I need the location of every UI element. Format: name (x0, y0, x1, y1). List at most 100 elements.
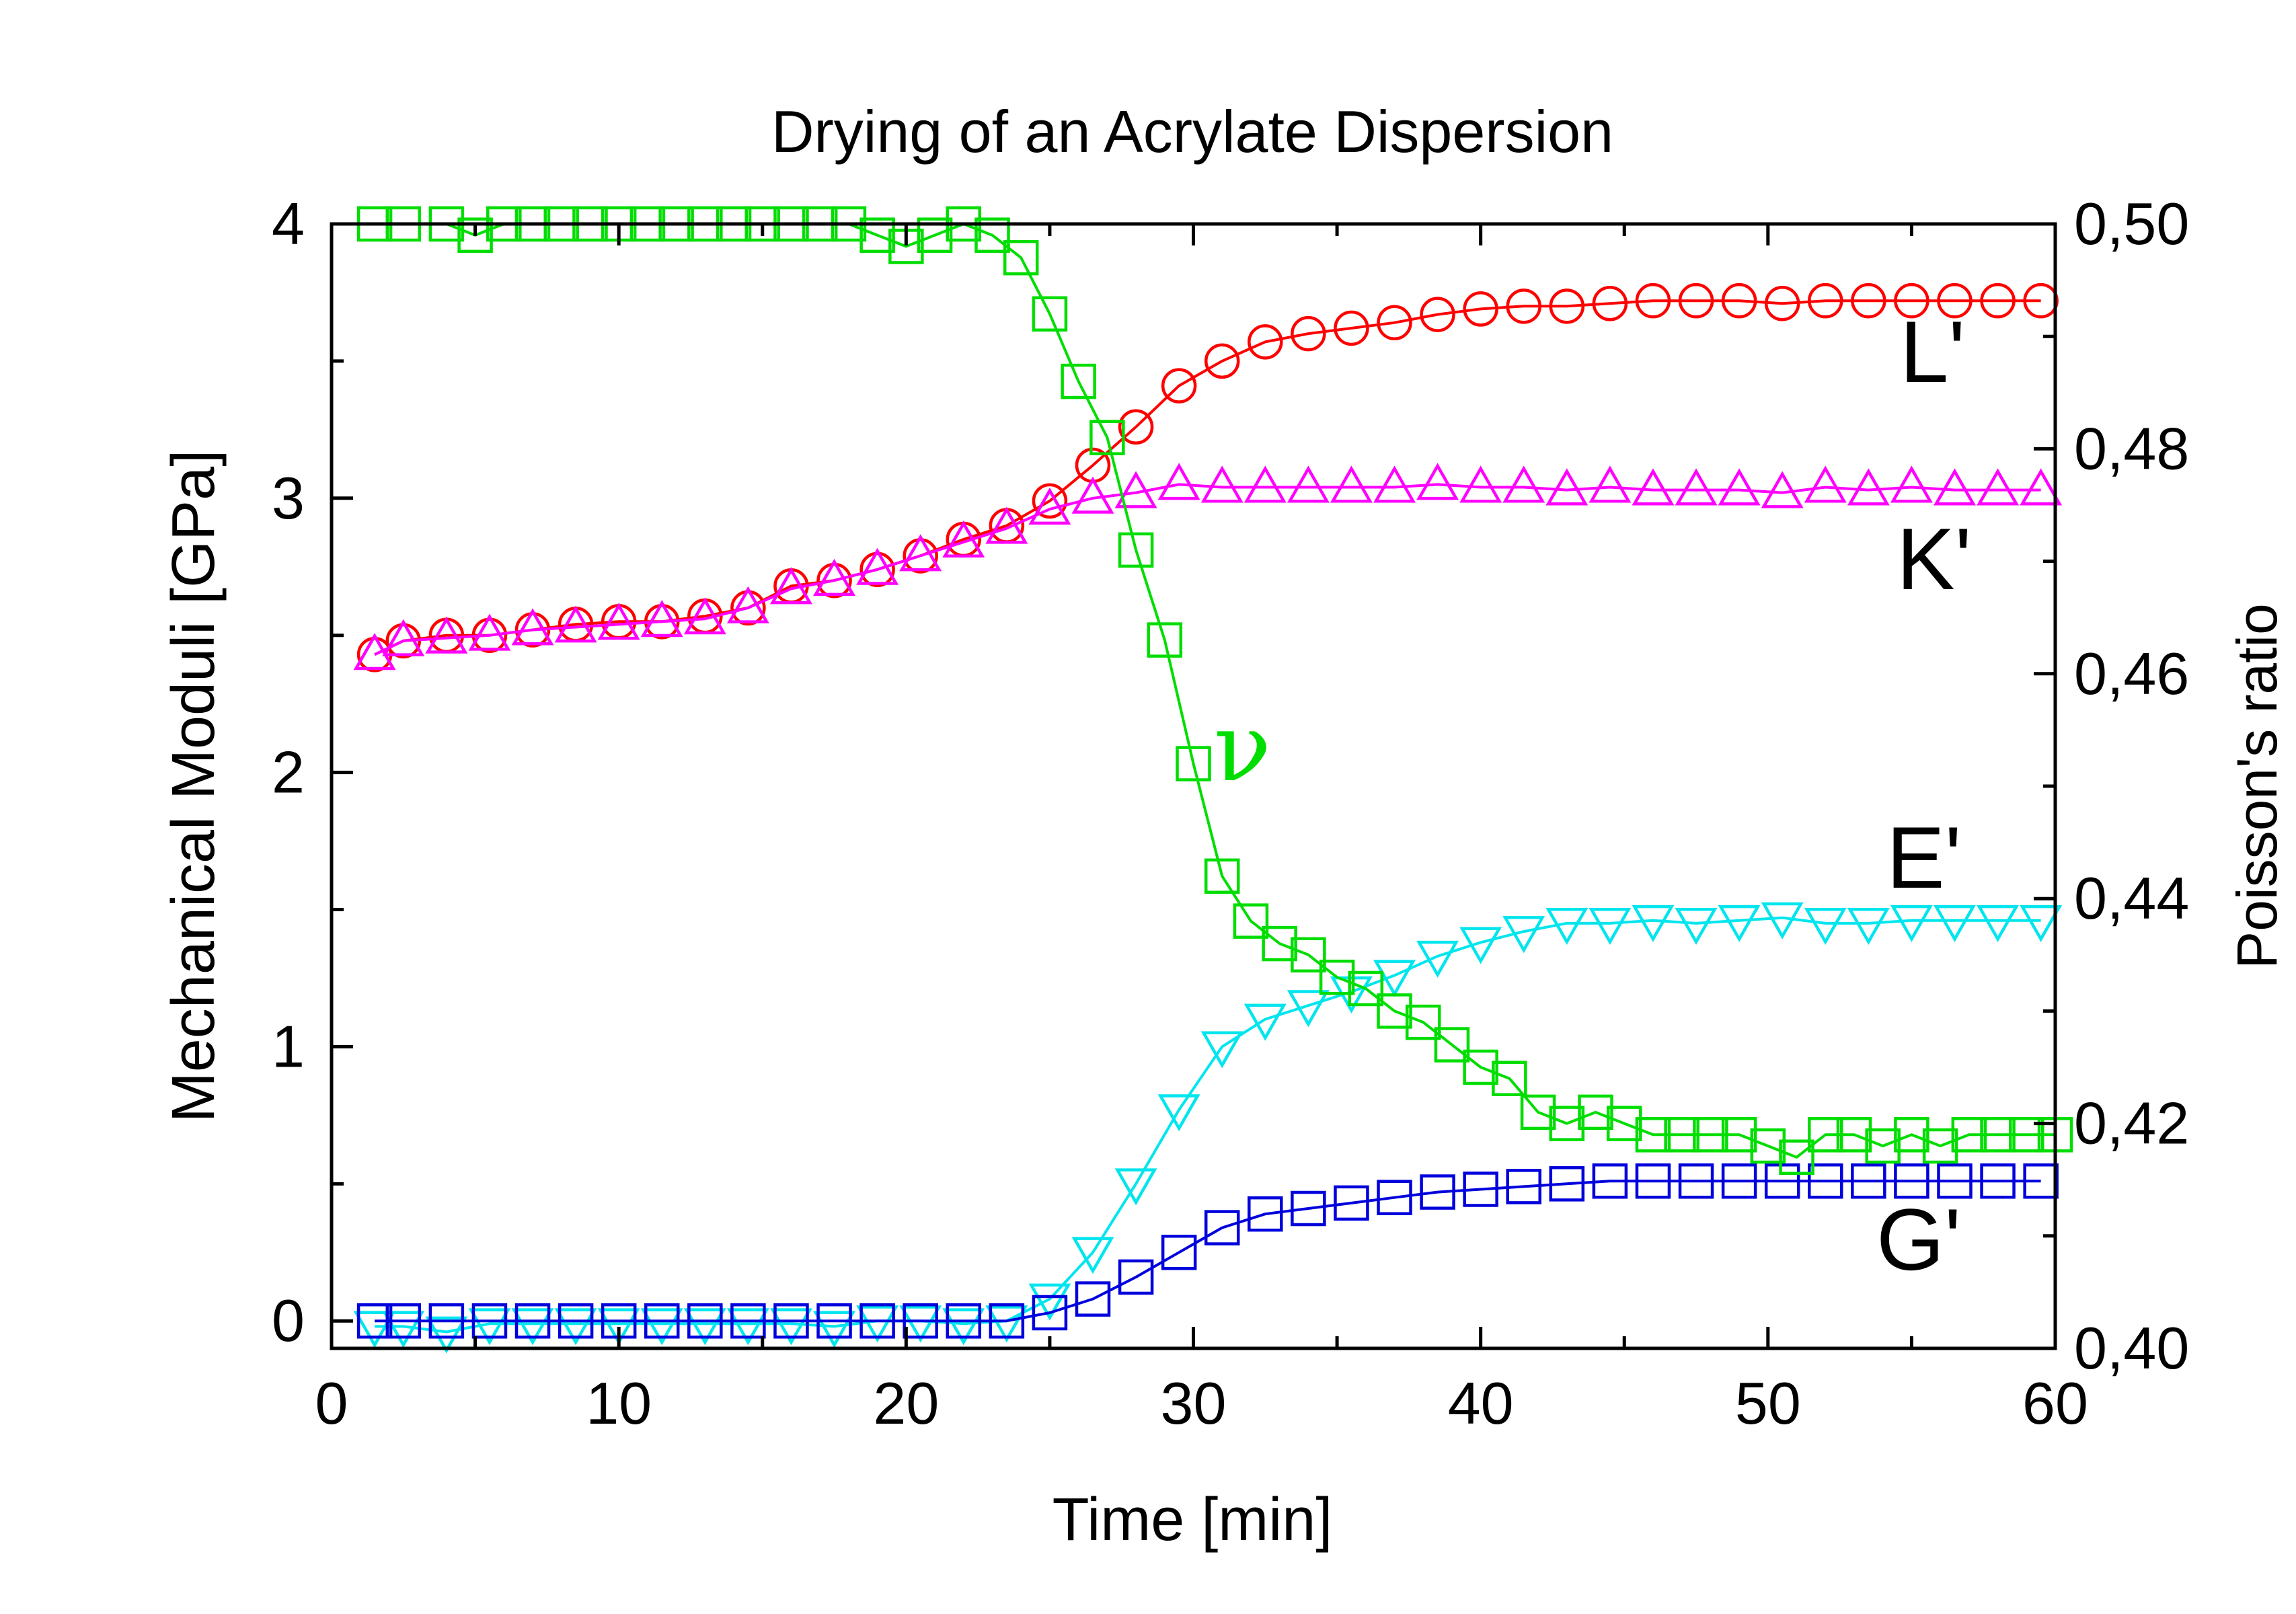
series-point (1578, 1094, 1613, 1130)
series-point (1592, 286, 1628, 321)
y2-tick-label: 0,50 (2074, 190, 2189, 257)
series-line (374, 483, 2041, 656)
series-point (1894, 282, 1929, 319)
series-point (382, 1311, 425, 1348)
series-point (385, 1303, 422, 1339)
series-point (1635, 1117, 1671, 1153)
series-1 (353, 463, 2063, 670)
series-point (1243, 465, 1287, 503)
series-point (816, 1303, 852, 1339)
series-point (1545, 907, 1589, 946)
series-point (859, 217, 895, 253)
y2-tick-label: 0,44 (2074, 865, 2189, 931)
series-point (985, 1305, 1028, 1343)
series-point (1204, 858, 1240, 894)
series-point (1718, 468, 1761, 506)
series-point (1721, 1163, 1757, 1199)
series-point (425, 616, 468, 654)
series-point (1377, 993, 1412, 1029)
series-point (856, 547, 899, 585)
series-point (1248, 324, 1283, 360)
series-point (1287, 465, 1330, 503)
series-point (382, 619, 425, 656)
series-point (511, 608, 554, 646)
series-point (1589, 907, 1632, 946)
series-point (511, 1308, 554, 1346)
series-point (1506, 289, 1541, 324)
series-point (1434, 1027, 1470, 1063)
series-point (1161, 1235, 1197, 1270)
curve-label-K: K' (1897, 510, 1972, 608)
series-point (1894, 1117, 1929, 1153)
series-point (1028, 487, 1071, 525)
series-point (683, 597, 726, 635)
series-point (1118, 1259, 1154, 1295)
y2-tick-label: 0,40 (2074, 1315, 2189, 1381)
series-point (1492, 1061, 1527, 1096)
series-point (1032, 1295, 1068, 1331)
series-point (1291, 315, 1326, 352)
series-point (1319, 959, 1355, 995)
series-point (1061, 363, 1096, 399)
y-axis-label: Mechanical Moduli [GPa] (160, 450, 227, 1122)
series-point (903, 1303, 938, 1339)
x-tick-label: 0 (315, 1370, 348, 1436)
series-point (1934, 905, 1976, 942)
series-point (1980, 1117, 2016, 1153)
series-point (1693, 1117, 1728, 1153)
series-point (1675, 907, 1718, 946)
series-point (1549, 1166, 1585, 1202)
series-point (1836, 1117, 1872, 1153)
series-point (1176, 746, 1211, 781)
series-point (726, 586, 769, 623)
curve-label-E: E' (1886, 808, 1962, 907)
series-point (597, 603, 640, 640)
series-point (1761, 902, 1804, 939)
series-point (1980, 1163, 2016, 1199)
series-point (1233, 903, 1269, 939)
series-point (356, 1303, 393, 1339)
series-point (1678, 1163, 1714, 1199)
y-tick-label: 3 (272, 465, 305, 531)
series-point (856, 1305, 899, 1343)
series-point (1502, 916, 1545, 954)
series-point (773, 1303, 809, 1339)
y-tick-label: 2 (272, 739, 305, 806)
series-point (1549, 1106, 1585, 1141)
series-point (1502, 465, 1545, 503)
series-point (813, 1311, 856, 1348)
series-point (726, 1308, 769, 1346)
series-point (640, 600, 683, 638)
series-point (1003, 239, 1039, 276)
series-point (468, 1308, 511, 1346)
series-point (1459, 927, 1502, 964)
series-point (1377, 305, 1412, 341)
series-point (1894, 1163, 1929, 1199)
series-point (1118, 532, 1154, 568)
series-point (899, 534, 942, 572)
series-point (1262, 925, 1297, 962)
series-point (1377, 1180, 1412, 1215)
series-point (597, 1308, 640, 1346)
series-point (1922, 1128, 1958, 1164)
series-point (2009, 1117, 2044, 1153)
series-point (1334, 310, 1369, 346)
series-point (554, 1308, 597, 1346)
x-tick-label: 30 (1161, 1370, 1227, 1436)
series-point (1520, 1094, 1556, 1130)
series-point (1675, 468, 1718, 506)
series-point (1405, 1004, 1441, 1040)
series-point (644, 1303, 680, 1339)
series-point (1937, 1163, 1973, 1199)
y2-axis-label: Poisson's ratio (2225, 603, 2289, 969)
series-point (1977, 468, 2020, 506)
series-point (1463, 1171, 1498, 1207)
series-point (1200, 1031, 1243, 1069)
x-axis-label: Time [min] (1053, 1486, 1333, 1553)
series-point (2020, 905, 2063, 942)
series-point (1089, 420, 1125, 455)
series-point (1589, 465, 1632, 503)
series-point (1348, 970, 1384, 1007)
y2-tick-label: 0,48 (2074, 415, 2189, 482)
series-point (1865, 1128, 1901, 1164)
